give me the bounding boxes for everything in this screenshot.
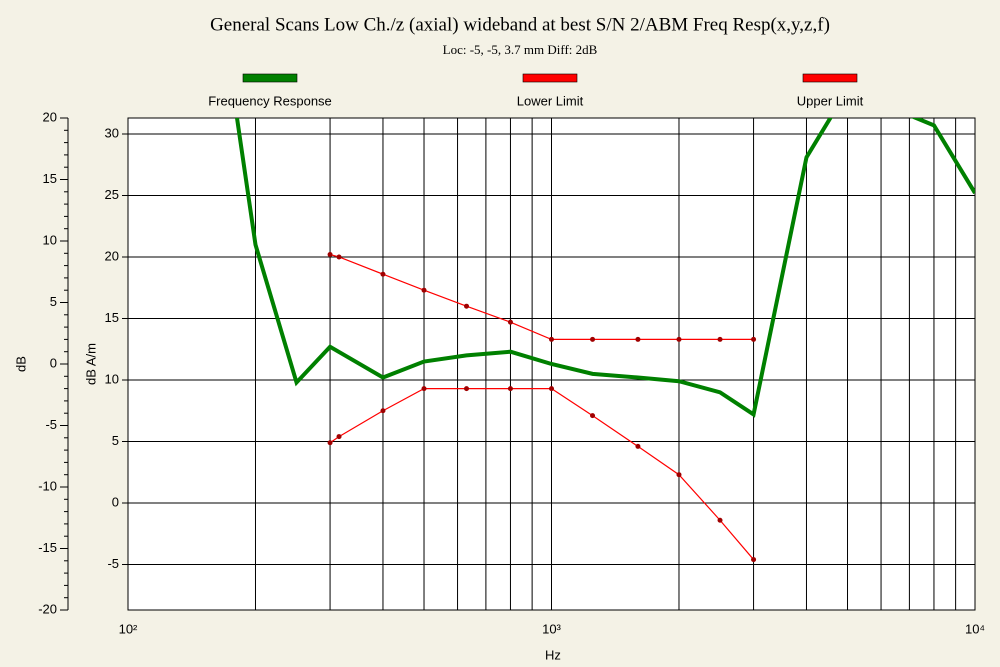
legend-label: Lower Limit xyxy=(517,93,584,108)
point xyxy=(717,336,723,342)
y2-tick-label: 30 xyxy=(105,125,119,140)
x-axis-label: Hz xyxy=(545,647,561,662)
point xyxy=(590,336,596,342)
point xyxy=(549,336,554,342)
point xyxy=(676,472,682,478)
y-tick-label: 0 xyxy=(50,355,57,370)
point xyxy=(635,336,641,342)
legend-label: Upper Limit xyxy=(797,93,864,108)
point xyxy=(635,443,641,449)
series-group xyxy=(234,118,975,563)
legend-label: Frequency Response xyxy=(208,93,332,108)
point xyxy=(676,336,682,342)
y-axis-label: dB xyxy=(13,356,28,372)
y-tick-label: -10 xyxy=(38,478,57,493)
x-tick-label: 10² xyxy=(119,621,138,636)
point xyxy=(590,413,596,419)
point xyxy=(380,408,386,414)
series-line xyxy=(329,253,754,340)
legend-swatch xyxy=(802,73,858,83)
y2-tick-label: 15 xyxy=(105,310,119,325)
point xyxy=(751,336,757,342)
legend-swatch xyxy=(522,73,578,83)
point xyxy=(421,287,427,293)
chart-title: General Scans Low Ch./z (axial) wideband… xyxy=(210,14,830,35)
point xyxy=(336,254,342,260)
point xyxy=(751,557,757,563)
y-tick-label: -5 xyxy=(45,417,57,432)
y-tick-label: 10 xyxy=(43,232,57,247)
series-line xyxy=(234,118,975,418)
point xyxy=(336,434,342,440)
point xyxy=(464,386,470,392)
point xyxy=(717,517,723,523)
x-tick-label: 10³ xyxy=(542,621,561,636)
point xyxy=(464,303,470,309)
y2-tick-label: 5 xyxy=(112,433,119,448)
y-tick-label: 20 xyxy=(43,109,57,124)
point xyxy=(327,440,333,446)
y-tick-label: -20 xyxy=(38,601,57,616)
x-tick-label: 10⁴ xyxy=(965,621,985,636)
y2-tick-label: -5 xyxy=(107,556,119,571)
y2-tick-label: 25 xyxy=(105,187,119,202)
point xyxy=(327,252,333,258)
y2-axis-label: dB A/m xyxy=(83,343,98,385)
point xyxy=(507,386,513,392)
y2-tick-label: 10 xyxy=(105,371,119,386)
point xyxy=(421,386,427,392)
point xyxy=(549,386,554,392)
y-tick-label: 5 xyxy=(50,294,57,309)
series-line xyxy=(329,388,755,560)
y-tick-label: -15 xyxy=(38,540,57,555)
point xyxy=(507,319,513,325)
y-tick-label: 15 xyxy=(43,171,57,186)
legend-swatch xyxy=(242,73,298,83)
y2-tick-label: 0 xyxy=(112,494,119,509)
chart-subtitle: Loc: -5, -5, 3.7 mm Diff: 2dB xyxy=(443,42,598,57)
y2-tick-label: 20 xyxy=(105,248,119,263)
point xyxy=(380,271,386,277)
